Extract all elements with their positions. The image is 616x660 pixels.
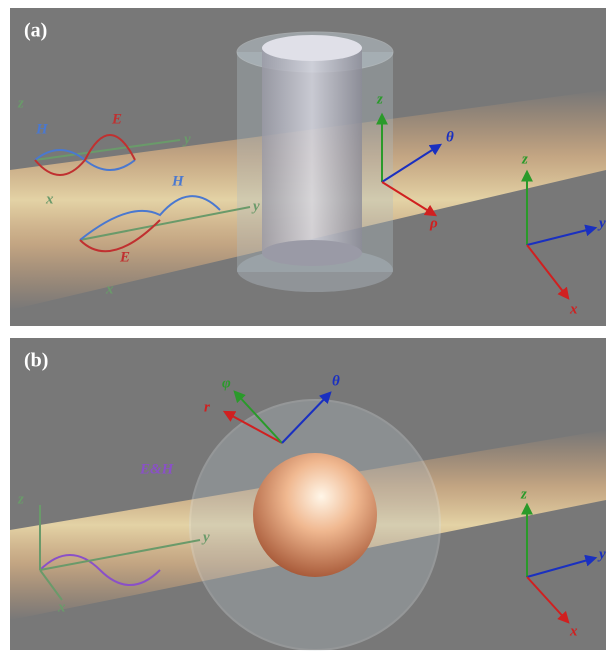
annotation: z [376,91,383,107]
annotation: x [45,191,54,207]
annotation: H [35,121,49,137]
annotation: y [251,198,260,214]
annotation: E [119,249,130,265]
annotation: ρ [429,215,438,231]
figure: (a) H E z y x H E y x z θ ρ z y x (b) z … [0,0,616,655]
annotation: z [17,95,24,111]
annotation: θ [446,129,454,145]
annotation: θ [332,373,340,389]
annotation: y [597,215,606,231]
annotation: E&H [139,461,175,477]
annotation: z [521,151,528,167]
annotation: y [182,131,191,147]
annotation: H [171,173,185,189]
annotation: y [597,546,606,562]
annotation: z [17,491,24,507]
annotation: E [111,111,122,127]
annotation: y [201,529,210,545]
annotation: x [57,599,66,615]
panel-b: (b) z E&H y x r φ θ z y x [10,338,606,650]
panel-label: (a) [24,20,47,42]
panel-label: (b) [24,350,48,372]
annotation: x [569,623,578,639]
annotation: x [105,281,114,297]
annotation: x [569,301,578,317]
annotation: z [520,486,527,502]
panel-a: (a) H E z y x H E y x z θ ρ z y x [10,8,606,326]
annotation: φ [222,375,231,391]
annotation: r [204,399,210,415]
